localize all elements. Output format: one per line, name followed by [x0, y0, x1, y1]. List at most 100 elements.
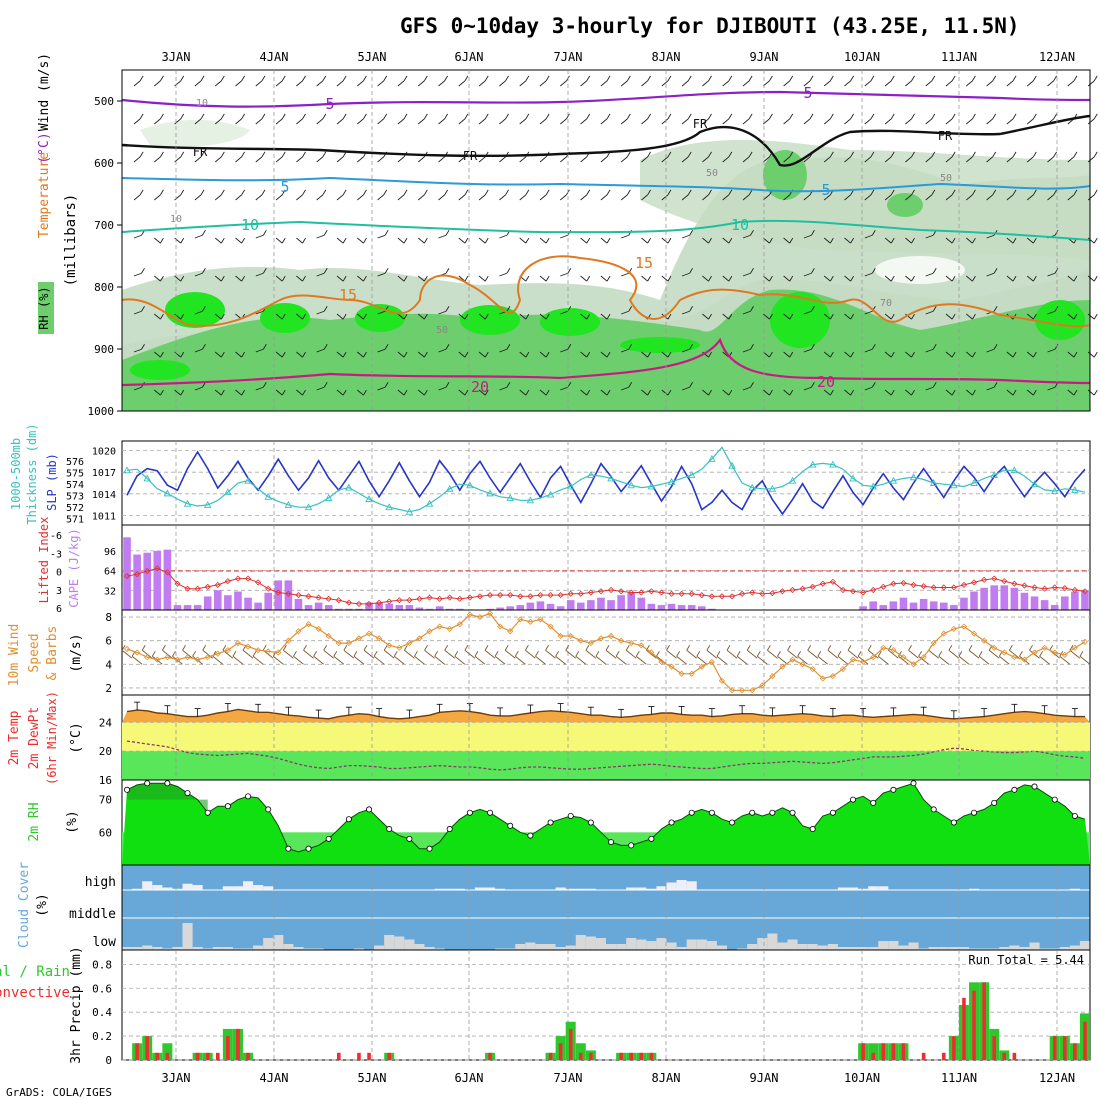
contour-label: FR: [938, 129, 953, 143]
wind10m-marker: [144, 654, 151, 661]
wind-barb-flag: [871, 344, 876, 350]
cape-bar: [244, 597, 252, 610]
wind10m-barb-flag: [938, 650, 943, 657]
wind-barb: [154, 156, 161, 163]
date-label-top: 7JAN: [554, 50, 583, 64]
wind-barb: [925, 272, 934, 277]
wind10m-barb: [152, 655, 163, 665]
cape-tick-label: 96: [104, 547, 116, 558]
wind-barb-flag: [261, 113, 266, 120]
wind-barb: [905, 118, 912, 125]
wind10m-barb-flag: [1008, 644, 1013, 651]
wind10m-marker: [900, 654, 907, 661]
wind10m-marker: [849, 656, 857, 663]
wind-barb: [681, 118, 689, 125]
rh2m-marker: [930, 806, 937, 813]
wind-barb-flag: [586, 113, 591, 120]
wind-barb: [1006, 237, 1014, 244]
wind-barb-flag: [1073, 275, 1078, 282]
wind-barb: [275, 118, 283, 125]
wind-barb: [417, 351, 425, 358]
wind10m-marker: [597, 635, 605, 642]
wind-barb: [722, 351, 730, 358]
wind-barb: [377, 386, 386, 391]
precip-convective-bar: [941, 1052, 946, 1060]
wind-barb: [377, 156, 385, 163]
wind-barb-flag: [363, 351, 367, 358]
cape-bar: [193, 605, 202, 610]
wind-barb-flag: [708, 237, 712, 244]
wind10m-barb-flag: [696, 650, 701, 657]
wind-barb: [255, 386, 264, 391]
wind-barb-flag: [545, 237, 550, 244]
wind-barb: [255, 234, 264, 239]
wind-barb: [438, 156, 445, 163]
wind-barb: [1006, 194, 1014, 201]
wind10m-marker: [527, 618, 534, 625]
wind10m-marker: [688, 670, 695, 677]
wind-barb-flag: [1032, 389, 1037, 396]
wind-barb-flag: [200, 151, 205, 158]
li-marker: [1011, 580, 1018, 587]
li-marker: [718, 593, 726, 600]
wind-barb-flag: [241, 237, 246, 244]
wind-barb: [357, 156, 364, 163]
li-marker: [618, 588, 625, 595]
wind-barb-flag: [850, 113, 855, 120]
wind-barb: [884, 118, 892, 125]
pressure-tick-label: 700: [94, 219, 114, 232]
wind-barb: [1026, 313, 1034, 320]
wind-barb: [235, 275, 242, 282]
wind-barb-flag: [403, 313, 408, 320]
cloud-low-bar: [888, 941, 899, 950]
temp-band-yellow: [122, 722, 1090, 752]
wind-barb-flag: [363, 313, 367, 320]
wind10m-marker: [547, 623, 554, 630]
wind10m-barb: [767, 649, 778, 659]
rh2m-marker: [769, 809, 776, 816]
rh2m-marker: [446, 826, 453, 833]
wind-barb-flag: [626, 113, 631, 120]
wind-barb-flag: [141, 306, 145, 312]
pressure-tick-label: 900: [94, 343, 114, 356]
wind-barb: [133, 386, 142, 391]
thickness-marker: [506, 494, 514, 501]
wind-barb-flag: [241, 351, 246, 358]
wind-barb: [1047, 310, 1056, 315]
wind-barb-flag: [363, 389, 367, 396]
li-marker: [587, 589, 594, 596]
wind-barb: [1087, 80, 1095, 87]
wind-barb-flag: [586, 275, 591, 282]
wind-barb-flag: [262, 382, 267, 388]
wind-barb-flag: [403, 351, 408, 358]
wind10m-barb-flag: [192, 650, 197, 657]
cloud-low-bar: [767, 933, 778, 950]
wind10m-marker: [658, 658, 665, 666]
wind-barb-flag: [870, 189, 875, 196]
date-label-top: 8JAN: [652, 50, 681, 64]
wind10m-barb: [1059, 655, 1071, 665]
cape-bar: [1060, 596, 1069, 610]
wind-barb-flag: [241, 113, 246, 120]
wind-barb-flag: [363, 275, 367, 282]
wind-barb: [316, 348, 325, 353]
legend-convective: Convective: [0, 985, 70, 1001]
wind-barb-flag: [586, 313, 591, 320]
wind-barb: [214, 351, 222, 358]
wind-barb: [580, 80, 588, 87]
wind10m-barb: [636, 655, 647, 665]
wind10m-barb-flag: [787, 644, 791, 651]
wind-barb: [803, 386, 812, 391]
wind10m-marker: [940, 630, 947, 637]
li-marker: [275, 589, 282, 596]
wind-barb-flag: [850, 313, 855, 320]
pressure-tick-label: 1000: [88, 405, 115, 418]
precip-convective-bar: [639, 1052, 644, 1060]
wind-barb: [458, 118, 466, 125]
wind-barb: [499, 234, 508, 239]
wind-barb: [742, 234, 751, 239]
cape-bar: [203, 596, 212, 610]
precip-convective-bar: [1073, 1043, 1077, 1060]
wind10m-tick-label: 4: [105, 658, 112, 671]
wind10m-barb: [1029, 649, 1040, 659]
